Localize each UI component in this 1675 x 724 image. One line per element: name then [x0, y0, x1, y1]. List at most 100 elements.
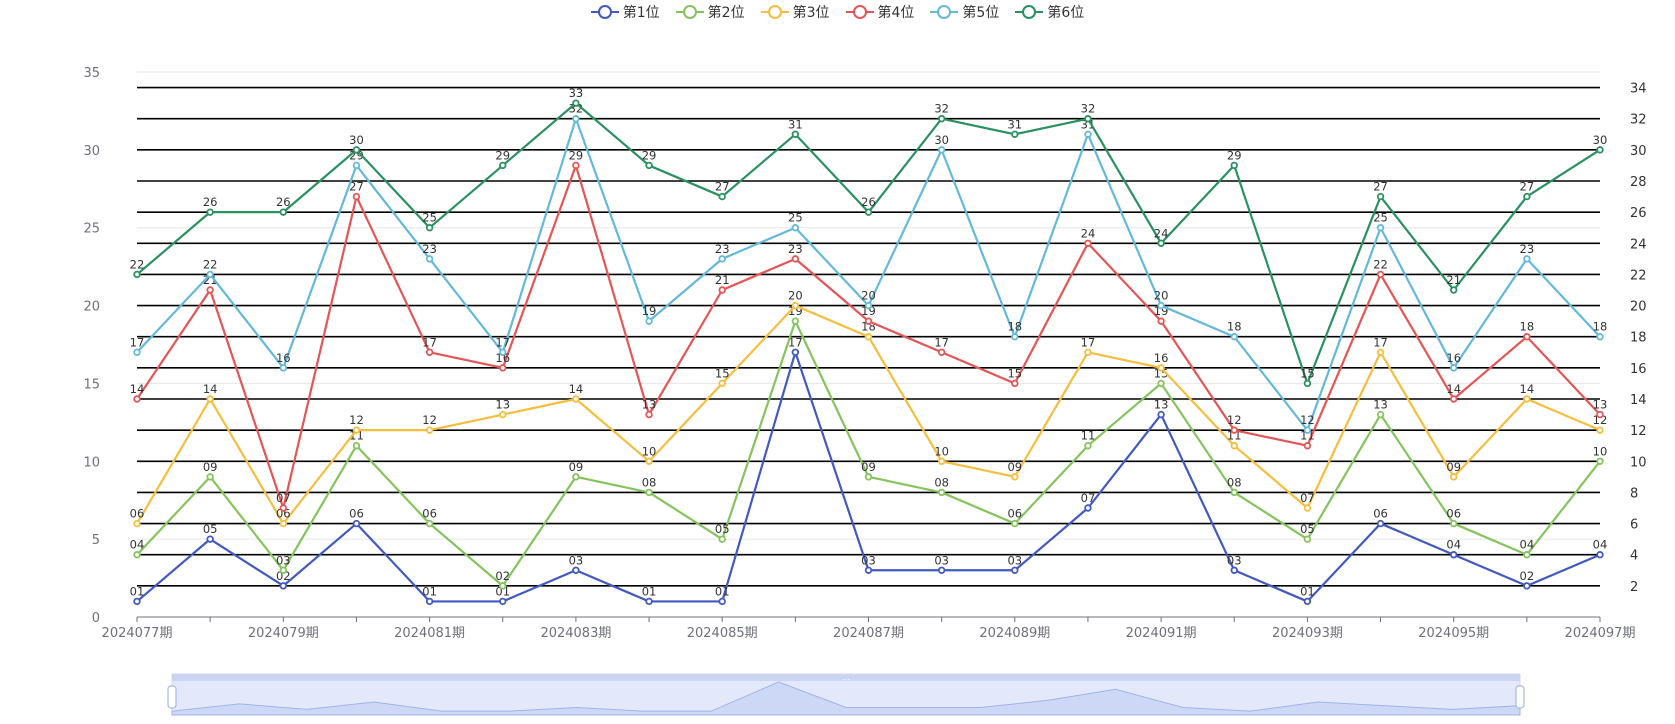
data-point[interactable] — [1596, 146, 1604, 154]
data-point[interactable] — [1376, 224, 1385, 232]
data-point[interactable] — [206, 208, 214, 216]
data-point[interactable] — [937, 348, 946, 356]
data-point[interactable] — [352, 442, 361, 450]
data-point[interactable] — [133, 348, 141, 356]
data-point[interactable] — [352, 426, 361, 434]
data-point[interactable] — [1084, 348, 1092, 356]
data-point[interactable] — [1523, 192, 1531, 201]
data-point[interactable] — [645, 161, 653, 170]
data-point[interactable] — [791, 255, 800, 263]
data-point[interactable] — [1011, 130, 1019, 138]
data-zoom-move-handle[interactable] — [172, 674, 1520, 681]
data-point[interactable] — [645, 488, 653, 497]
data-point[interactable] — [1011, 566, 1019, 574]
data-point[interactable] — [1157, 301, 1165, 310]
data-point[interactable] — [1376, 270, 1385, 279]
data-point[interactable] — [425, 348, 434, 356]
data-point[interactable] — [1596, 426, 1604, 434]
data-point[interactable] — [864, 317, 873, 325]
data-point[interactable] — [1523, 333, 1531, 341]
data-point[interactable] — [791, 317, 800, 325]
data-point[interactable] — [1011, 333, 1019, 341]
data-point[interactable] — [1084, 239, 1092, 247]
data-point[interactable] — [1376, 192, 1385, 201]
data-point[interactable] — [718, 192, 726, 201]
data-point[interactable] — [499, 161, 507, 170]
data-point[interactable] — [1449, 286, 1458, 294]
data-point[interactable] — [425, 519, 434, 528]
data-point[interactable] — [1376, 410, 1385, 419]
data-point[interactable] — [718, 535, 726, 543]
data-point[interactable] — [206, 270, 214, 279]
data-point[interactable] — [1303, 504, 1312, 512]
data-point[interactable] — [499, 582, 507, 590]
legend-item-2[interactable]: 第2位 — [675, 2, 745, 22]
data-point[interactable] — [645, 317, 653, 325]
data-point[interactable] — [1449, 551, 1458, 559]
data-point[interactable] — [1084, 115, 1092, 123]
data-point[interactable] — [1011, 519, 1019, 528]
data-point[interactable] — [791, 348, 800, 356]
data-point[interactable] — [718, 286, 726, 294]
legend-item-6[interactable]: 第6位 — [1015, 2, 1084, 22]
data-point[interactable] — [133, 270, 141, 279]
data-point[interactable] — [1523, 255, 1531, 263]
data-point[interactable] — [718, 255, 726, 263]
data-point[interactable] — [1449, 364, 1458, 372]
data-point[interactable] — [352, 192, 361, 201]
data-point[interactable] — [937, 146, 946, 154]
data-point[interactable] — [133, 551, 141, 559]
data-point[interactable] — [1449, 473, 1458, 481]
data-point[interactable] — [791, 301, 800, 310]
data-point[interactable] — [1303, 442, 1312, 450]
data-point[interactable] — [1303, 426, 1312, 434]
data-point[interactable] — [425, 224, 434, 232]
data-point[interactable] — [1157, 379, 1165, 388]
data-point[interactable] — [645, 457, 653, 465]
data-point[interactable] — [937, 457, 946, 465]
data-point[interactable] — [1303, 535, 1312, 543]
data-point[interactable] — [1157, 317, 1165, 325]
data-point[interactable] — [572, 115, 580, 123]
data-point[interactable] — [499, 597, 507, 606]
data-point[interactable] — [279, 504, 287, 512]
data-point[interactable] — [937, 488, 946, 497]
legend-item-4[interactable]: 第4位 — [845, 2, 914, 22]
data-point[interactable] — [499, 364, 507, 372]
data-point[interactable] — [1084, 130, 1092, 138]
data-point[interactable] — [864, 566, 873, 574]
data-point[interactable] — [864, 333, 873, 341]
data-point[interactable] — [1303, 597, 1312, 606]
data-point[interactable] — [1230, 488, 1238, 497]
data-point[interactable] — [572, 395, 580, 403]
data-point[interactable] — [1157, 239, 1165, 247]
data-point[interactable] — [1523, 395, 1531, 403]
data-point[interactable] — [1376, 348, 1385, 356]
data-point[interactable] — [791, 224, 800, 232]
data-point[interactable] — [425, 255, 434, 263]
data-point[interactable] — [279, 519, 287, 528]
data-point[interactable] — [425, 597, 434, 606]
data-point[interactable] — [133, 519, 141, 528]
data-point[interactable] — [1230, 161, 1238, 170]
data-point[interactable] — [937, 115, 946, 123]
data-point[interactable] — [572, 161, 580, 170]
data-point[interactable] — [1084, 442, 1092, 450]
data-point[interactable] — [1157, 364, 1165, 372]
data-point[interactable] — [1230, 442, 1238, 450]
data-point[interactable] — [1596, 551, 1604, 559]
data-point[interactable] — [206, 535, 214, 543]
data-zoom-right-handle[interactable] — [1515, 685, 1525, 709]
data-point[interactable] — [1523, 582, 1531, 590]
data-point[interactable] — [206, 473, 214, 481]
data-point[interactable] — [499, 348, 507, 356]
data-point[interactable] — [791, 130, 800, 138]
data-zoom-left-handle[interactable] — [167, 685, 177, 709]
data-point[interactable] — [572, 566, 580, 574]
data-point[interactable] — [864, 301, 873, 310]
data-point[interactable] — [1596, 457, 1604, 465]
legend-item-3[interactable]: 第3位 — [760, 2, 830, 22]
data-point[interactable] — [937, 566, 946, 574]
data-point[interactable] — [1376, 519, 1385, 528]
data-point[interactable] — [279, 566, 287, 574]
